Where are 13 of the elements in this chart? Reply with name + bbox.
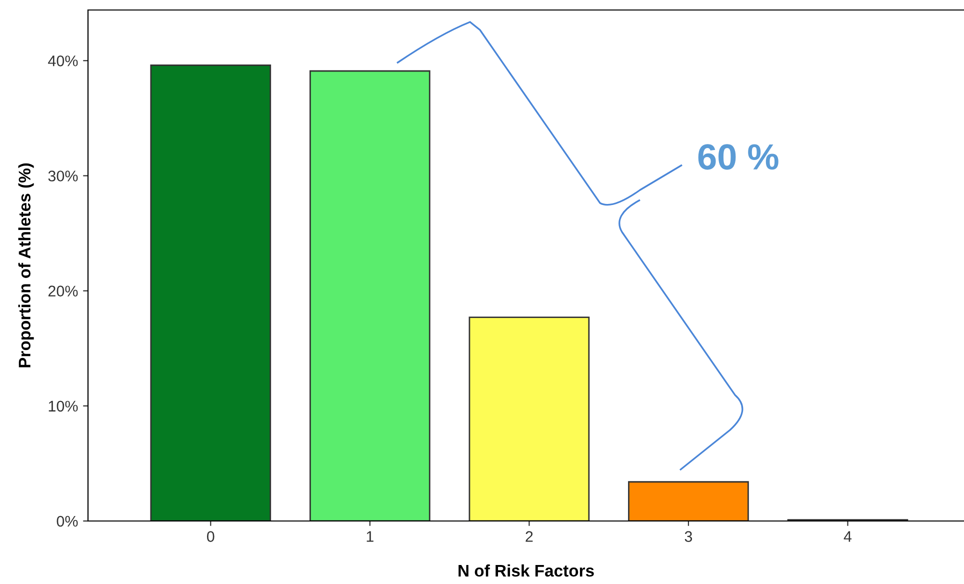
y-axis-title: Proportion of Athletes (%) — [18, 163, 34, 368]
x-tick-label: 3 — [684, 531, 692, 542]
y-tick-label: 10% — [48, 400, 78, 412]
y-tick-label: 30% — [48, 170, 78, 182]
y-tick-label: 40% — [48, 56, 78, 66]
x-tick-label: 2 — [526, 531, 533, 542]
x-tick-label: 4 — [844, 531, 852, 542]
annotation: 60 % — [698, 144, 778, 170]
x-tick-label: 1 — [366, 531, 374, 542]
x-tick-label: 0 — [206, 531, 214, 542]
y-tick-label: 0% — [56, 516, 78, 527]
x-axis-title: N of Risk Factors — [458, 564, 594, 577]
y-tick-label: 20% — [48, 286, 78, 297]
